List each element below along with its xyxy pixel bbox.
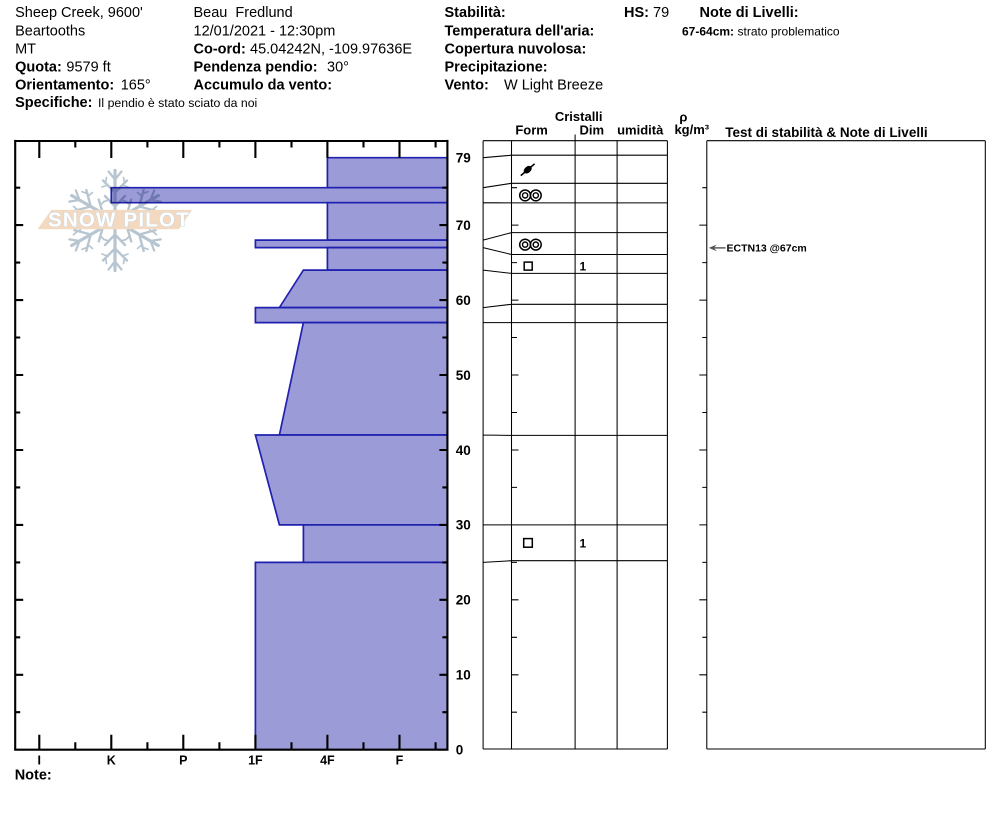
svg-text:Co-ord:: Co-ord: xyxy=(194,41,246,57)
svg-text:Pendenza pendio:: Pendenza pendio: xyxy=(194,60,318,76)
svg-text:F: F xyxy=(396,754,404,768)
svg-text:1: 1 xyxy=(580,537,587,551)
svg-text:I: I xyxy=(38,754,41,768)
svg-text:Beau Fredlund: Beau Fredlund xyxy=(194,5,293,21)
svg-text:Temperatura dell'aria:: Temperatura dell'aria: xyxy=(445,23,595,39)
svg-text:165°: 165° xyxy=(121,78,151,94)
svg-text:umidità: umidità xyxy=(617,123,664,138)
svg-text:30°: 30° xyxy=(327,60,349,76)
svg-text:Note:: Note: xyxy=(15,768,52,784)
svg-text:Test di stabilità & Note di Li: Test di stabilità & Note di Livelli xyxy=(725,125,927,140)
svg-text:4F: 4F xyxy=(320,754,335,768)
svg-text:1: 1 xyxy=(580,260,587,274)
svg-text:Cristalli: Cristalli xyxy=(555,109,603,124)
svg-text:Copertura nuvolosa:: Copertura nuvolosa: xyxy=(445,41,587,57)
svg-text:79: 79 xyxy=(456,151,471,166)
svg-text:Note di Livelli:: Note di Livelli: xyxy=(700,5,799,21)
svg-text:Form: Form xyxy=(515,123,548,138)
svg-text:Precipitazione:: Precipitazione: xyxy=(445,60,548,76)
svg-text:W Light Breeze: W Light Breeze xyxy=(504,78,603,94)
svg-text:Vento:: Vento: xyxy=(445,78,489,94)
svg-text:ρ: ρ xyxy=(679,109,687,124)
svg-text:Dim: Dim xyxy=(580,123,605,138)
svg-text:50: 50 xyxy=(456,368,471,383)
svg-text:Orientamento:: Orientamento: xyxy=(15,78,114,94)
svg-text:Specifiche:: Specifiche: xyxy=(15,95,92,111)
svg-text:SNOW PILOT: SNOW PILOT xyxy=(48,209,190,232)
svg-text:HS:: HS: xyxy=(624,5,649,21)
svg-text:79: 79 xyxy=(653,5,669,21)
svg-text:MT: MT xyxy=(15,41,36,57)
svg-text:60: 60 xyxy=(456,293,471,308)
svg-text:ECTN13 @67cm: ECTN13 @67cm xyxy=(727,242,807,254)
svg-text:Accumulo da vento:: Accumulo da vento: xyxy=(194,78,333,94)
svg-text:Quota:: Quota: xyxy=(15,60,62,76)
svg-text:strato problematico: strato problematico xyxy=(738,24,840,38)
svg-text:12/01/2021 - 12:30pm: 12/01/2021 - 12:30pm xyxy=(194,23,336,39)
svg-text:1F: 1F xyxy=(248,754,263,768)
svg-text:45.04242N, -109.97636E: 45.04242N, -109.97636E xyxy=(250,41,412,57)
svg-text:20: 20 xyxy=(456,593,471,608)
svg-text:P: P xyxy=(179,754,187,768)
svg-text:70: 70 xyxy=(456,218,471,233)
svg-text:0: 0 xyxy=(456,743,464,758)
svg-text:Sheep Creek, 9600': Sheep Creek, 9600' xyxy=(15,5,143,21)
svg-text:kg/m³: kg/m³ xyxy=(674,122,709,137)
svg-text:30: 30 xyxy=(456,518,471,533)
svg-text:40: 40 xyxy=(456,443,471,458)
svg-text:Stabilità:: Stabilità: xyxy=(445,5,506,21)
svg-text:67-64cm:: 67-64cm: xyxy=(682,24,734,38)
svg-text:K: K xyxy=(107,754,116,768)
svg-text:Beartooths: Beartooths xyxy=(15,23,85,39)
svg-text:10: 10 xyxy=(456,668,471,683)
svg-text:9579 ft: 9579 ft xyxy=(66,60,110,76)
svg-text:Il pendio è stato sciato da no: Il pendio è stato sciato da noi xyxy=(98,96,257,110)
